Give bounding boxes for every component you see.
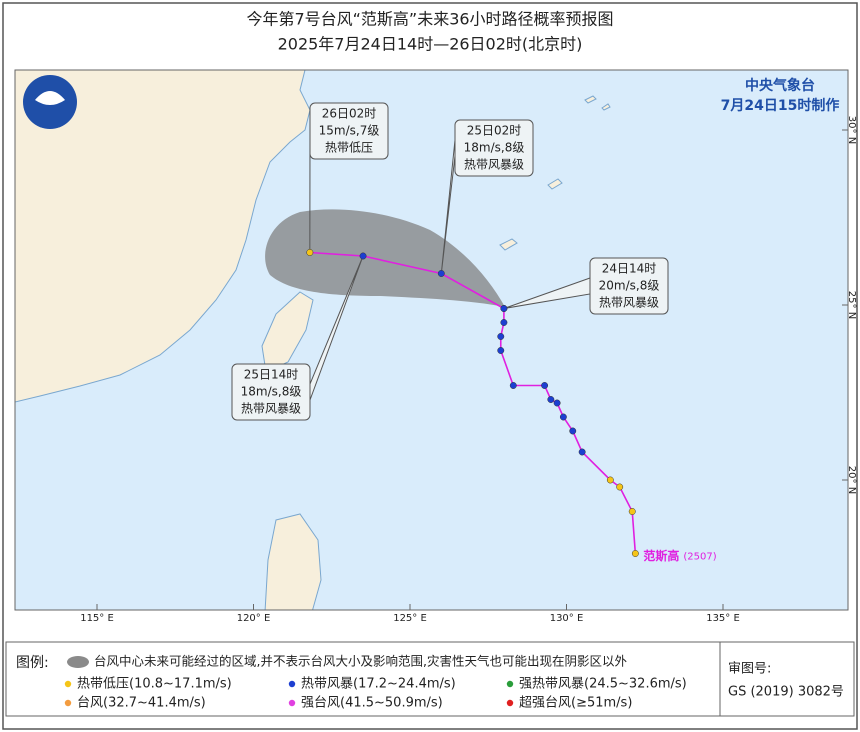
cone-swatch (67, 656, 89, 668)
map-frame (14, 69, 849, 611)
cone-text: 台风中心未来可能经过的区域,并不表示台风大小及影响范围,灾害性天气也可能出现在阴… (94, 654, 627, 669)
mainland (15, 70, 311, 403)
review-number: GS (2019) 3082号 (728, 685, 844, 700)
review-label: 审图号: (728, 662, 771, 677)
legend-label: 热带风暴(17.2~24.4m/s) (301, 677, 456, 692)
track-point (509, 382, 517, 389)
callout-level: 热带风暴级 (241, 402, 301, 416)
legend-dot (506, 680, 514, 688)
callout-level: 热带风暴级 (599, 296, 659, 310)
legend-dot (64, 680, 72, 688)
legend-label: 强热带风暴(24.5~32.6m/s) (519, 677, 687, 692)
luzon (264, 513, 322, 610)
track-point (541, 382, 549, 389)
legend-title: 图例: (16, 655, 49, 671)
forecast-point (500, 305, 508, 312)
lon-tick-label: 125° E (393, 613, 427, 624)
forecast-line (309, 251, 505, 310)
track-point (606, 476, 614, 484)
callout-box (589, 257, 669, 315)
storm-id: (2507) (683, 552, 716, 563)
track-point (559, 413, 567, 421)
callout-box (454, 119, 534, 177)
lon-tick-label: 115° E (80, 613, 114, 624)
title: 今年第7号台风“范斯高”未来36小时路径概率预报图 (246, 10, 613, 29)
lat-tick-label: 20° N (846, 466, 857, 494)
legend-dot (506, 699, 514, 707)
agency-name: 中央气象台 (745, 77, 815, 94)
callout-box (309, 102, 389, 160)
callout-box (231, 363, 311, 421)
callout-wind: 15m/s,7级 (319, 124, 380, 138)
lon-tick-label: 135° E (706, 613, 740, 624)
callout-level: 热带低压 (325, 141, 373, 155)
lat-tick-label: 30° N (846, 116, 857, 144)
callout-wind: 18m/s,8级 (464, 141, 525, 155)
callout-time: 25日02时 (467, 124, 522, 138)
callout-time: 24日14时 (602, 262, 657, 276)
track-point (497, 333, 505, 340)
callout-wind: 20m/s,8级 (599, 279, 660, 293)
track-point (547, 396, 555, 403)
forecast-point (437, 270, 445, 277)
track-point (553, 399, 561, 407)
forecast-point (306, 249, 314, 256)
lon-tick-label: 130° E (550, 613, 584, 624)
legend-dot (64, 699, 72, 707)
track-point (631, 550, 639, 557)
track-point (497, 347, 505, 354)
legend-box (5, 641, 855, 717)
track-point (578, 448, 586, 456)
map (14, 69, 849, 611)
callout-wind: 18m/s,8级 (241, 385, 302, 399)
track-point (569, 427, 577, 435)
callout-time: 26日02时 (322, 107, 377, 121)
track-point (616, 483, 624, 491)
legend-label: 热带低压(10.8~17.1m/s) (77, 677, 232, 692)
track-point (628, 508, 636, 515)
forecast-point (359, 252, 367, 260)
legend-dot (288, 680, 296, 688)
legend-label: 强台风(41.5~50.9m/s) (301, 696, 443, 711)
legend-label: 超强台风(≥51m/s) (519, 696, 632, 711)
ryukyu-islands (499, 95, 611, 251)
legend-dot (288, 699, 296, 707)
forecast-cone (265, 209, 505, 307)
track-point (500, 319, 508, 326)
legend-label: 台风(32.7~41.4m/s) (77, 696, 206, 711)
callout-level: 热带风暴级 (464, 158, 524, 172)
subtitle: 2025年7月24日14时—26日02时(北京时) (278, 35, 583, 54)
callout-time: 25日14时 (244, 368, 299, 382)
lon-tick-label: 120° E (237, 613, 271, 624)
lat-tick-label: 25° N (846, 291, 857, 319)
storm-name: 范斯高 (643, 548, 679, 563)
logo-mark (35, 91, 65, 105)
made-time: 7月24日15时制作 (721, 97, 840, 114)
